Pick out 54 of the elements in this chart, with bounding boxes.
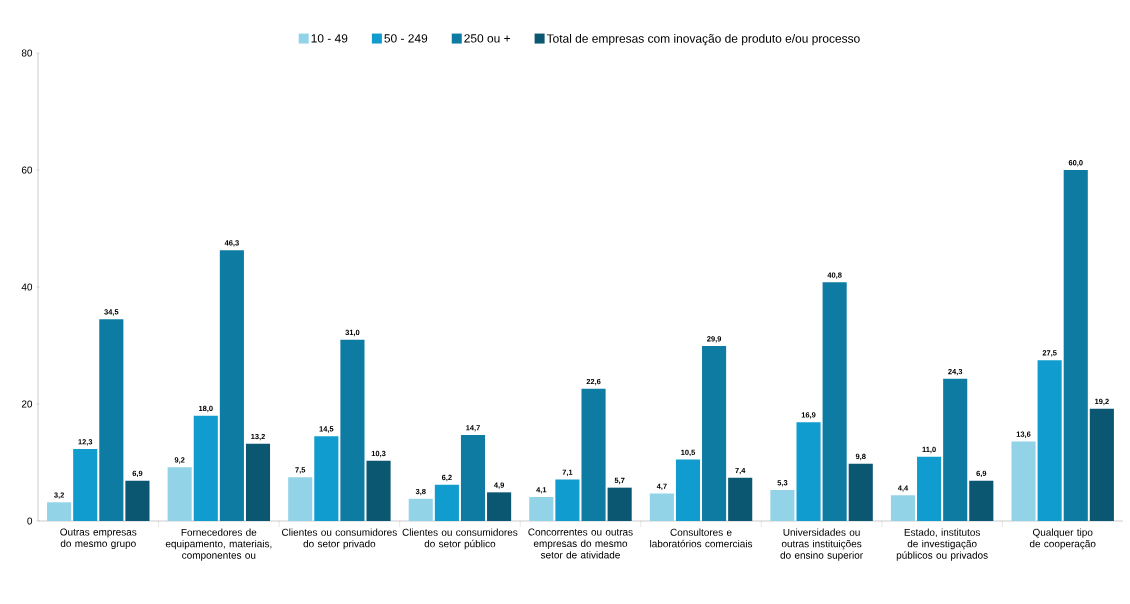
x-tick-label: Clientes ou consumidores do setor privado: [282, 528, 397, 550]
bar: [288, 477, 313, 521]
legend-label: 50 - 249: [384, 34, 428, 43]
x-tick-label: Consultores e laboratórios comerciais: [650, 528, 753, 548]
y-tick-label: 40: [21, 283, 33, 291]
bar: [770, 490, 795, 521]
bar: [1089, 408, 1114, 521]
y-tick-label: 0: [27, 517, 33, 525]
bar: [529, 497, 554, 521]
bar: [460, 435, 486, 521]
bar: [943, 378, 968, 521]
x-tick-label: Fornecedores de equipamento, materiais, componentes ou: [165, 528, 272, 561]
bar: [917, 456, 942, 521]
bar: [314, 436, 339, 521]
x-tick-label: Estado, institutos de investigação públicos ou privados: [896, 528, 988, 561]
bar: [796, 422, 821, 521]
x-tick-label: Outras empresas do mesmo grupo: [60, 528, 137, 549]
bar: [245, 443, 271, 521]
legend-label: 250 ou +: [464, 34, 510, 43]
bar: [649, 493, 674, 521]
bar: [73, 449, 98, 521]
bar: [99, 319, 124, 521]
bar: [581, 388, 606, 521]
bar: [822, 282, 847, 521]
legend-label: Total de empresas com inovação de produto e/ou processo: [546, 33, 860, 46]
y-tick-label: 80: [21, 49, 33, 57]
bar: [47, 502, 72, 521]
x-tick-label: Concorrentes ou outras empresas do mesmo setor de atividade: [528, 528, 633, 559]
x-tick-label: Clientes ou consumidores do setor público: [402, 528, 518, 550]
bar: [167, 467, 192, 521]
bar: [366, 460, 391, 521]
bar: [1037, 360, 1062, 521]
bar: [969, 480, 994, 521]
bar: [487, 492, 512, 521]
bar: [702, 346, 727, 521]
bar: [408, 498, 433, 521]
bar: [125, 480, 150, 521]
bar: [675, 459, 701, 521]
bar: [434, 484, 459, 521]
bar: [728, 477, 753, 521]
bar: [1063, 170, 1088, 521]
y-tick-label: 20: [21, 400, 33, 408]
x-tick-label: Qualquer tipo de cooperação: [1029, 528, 1096, 550]
y-tick-label: 60: [21, 166, 33, 174]
bar: [890, 495, 916, 521]
bar: [607, 487, 632, 521]
legend-label: 10 - 49: [311, 34, 348, 43]
x-tick-label: Universidades ou outras instituições do ensino superior: [780, 528, 863, 561]
bar: [1011, 441, 1036, 521]
bar: [555, 479, 580, 521]
bar: [219, 250, 244, 521]
bar: [340, 339, 365, 521]
bar: [193, 415, 218, 521]
bar: [848, 463, 873, 521]
